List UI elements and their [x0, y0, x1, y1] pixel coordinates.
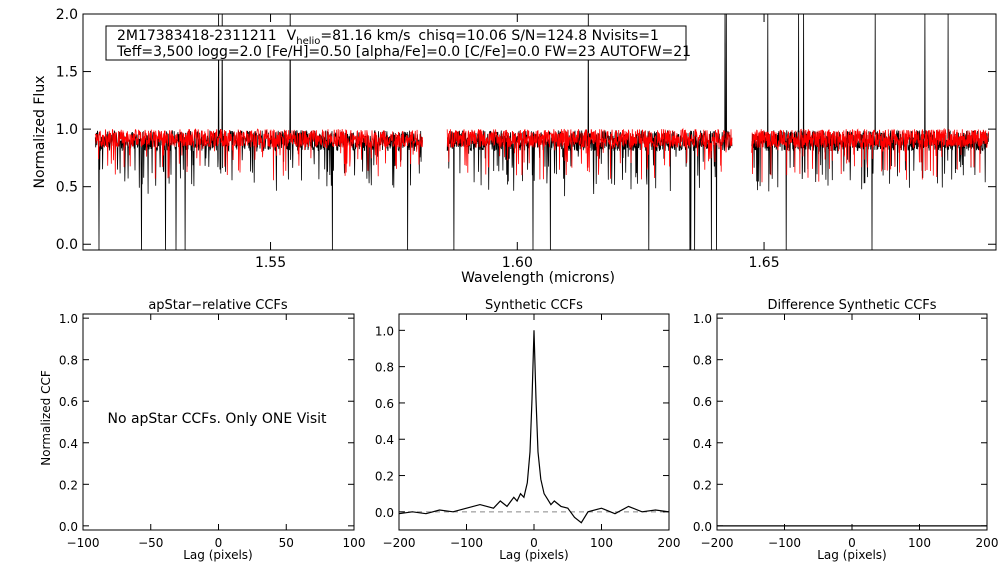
- difference-ccf-xtick-label: 100: [908, 536, 931, 550]
- synthetic-spectrum-line: [751, 127, 989, 183]
- synthetic-ccf-xtick-label: 0: [530, 536, 538, 550]
- synthetic-ccf-xtick-label: −200: [383, 536, 416, 550]
- apstar-ccf-ytick-label: 0.4: [59, 437, 78, 451]
- spectrum-panel: 1.55 1.60 1.65 0.0 0.5 1.0 1.5 2.0 2M17383418-2…: [32, 7, 997, 286]
- apstar-ccf-ytick-label: 0.0: [59, 520, 78, 534]
- apstar-ccf-ticks: −100 −50 0 50 100 0.0 0.2 0.4 0.6 0.8 1.0: [59, 312, 366, 550]
- difference-ccf-ytick-label: 0.0: [693, 520, 712, 534]
- spectrum-xtick-label: 1.60: [502, 255, 533, 271]
- apstar-ccf-xtick-label: 50: [279, 536, 294, 550]
- difference-ccf-ytick-label: 0.6: [693, 395, 712, 409]
- synthetic-ccf-xtick-label: 100: [590, 536, 613, 550]
- difference-ccf-frame: [716, 313, 988, 531]
- spectrum-xtick-label: 1.65: [748, 255, 779, 271]
- apstar-ccf-ytick-label: 0.6: [59, 395, 78, 409]
- difference-ccf-xlabel: Lag (pixels): [817, 548, 887, 562]
- synthetic-ccf-ytick-label: 0.4: [375, 433, 394, 447]
- difference-ccf-title: Difference Synthetic CCFs: [767, 298, 936, 313]
- spectrum-ytick-label: 2.0: [56, 7, 78, 23]
- spectrum-xlabel: Wavelength (microns): [461, 270, 615, 286]
- synthetic-ccf-xtick-label: 200: [658, 536, 681, 550]
- info-box: [105, 25, 687, 61]
- synthetic-ccf-ytick-label: 0.8: [375, 361, 394, 375]
- apstar-ccf-xtick-label: 100: [343, 536, 366, 550]
- difference-ccf-ytick-label: 1.0: [693, 312, 712, 326]
- spectrum-plot-area: [94, 14, 989, 250]
- difference-ccf-ytick-label: 0.2: [693, 478, 712, 492]
- apstar-ccf-ylabel: Normalized CCF: [39, 370, 53, 466]
- difference-ccf-ytick-label: 0.4: [693, 437, 712, 451]
- spectrum-xtick-label: 1.55: [255, 255, 286, 271]
- spectrum-ylabel: Normalized Flux: [32, 76, 48, 189]
- apstar-ccf-panel: −100 −50 0 50 100 0.0 0.2 0.4 0.6 0.8 1.0 apStar−r…: [39, 298, 365, 562]
- apstar-ccf-xtick-label: −50: [138, 536, 163, 550]
- synthetic-ccf-line: [398, 330, 670, 524]
- apstar-ccf-ytick-label: 1.0: [59, 312, 78, 326]
- synthetic-spectrum-line: [446, 127, 733, 180]
- difference-ccf-xtick-label: −100: [768, 536, 801, 550]
- apstar-ccf-ytick-label: 0.8: [59, 354, 78, 368]
- synthetic-ccf-ytick-label: 0.0: [375, 506, 394, 520]
- spectrum-frame: [82, 13, 997, 251]
- synthetic-ccf-plot-area: [398, 330, 670, 524]
- synthetic-ccf-ytick-label: 0.2: [375, 470, 394, 484]
- apstar-ccf-title: apStar−relative CCFs: [148, 298, 288, 313]
- difference-ccf-xtick-label: 200: [976, 536, 999, 550]
- spectrum-ticks: 1.55 1.60 1.65 0.0 0.5 1.0 1.5 2.0: [56, 7, 996, 271]
- apstar-ccf-ytick-label: 0.2: [59, 478, 78, 492]
- apstar-ccf-xtick-label: −100: [67, 536, 100, 550]
- synthetic-ccf-title: Synthetic CCFs: [485, 298, 583, 313]
- difference-ccf-ticks: −200 −100 0 100 200 0.0 0.2 0.4 0.6 0.8 1.0: [693, 312, 999, 550]
- synthetic-ccf-ytick-label: 0.6: [375, 397, 394, 411]
- difference-ccf-panel: −200 −100 0 100 200 0.0 0.2 0.4 0.6 0.8 1.0 Differ…: [693, 298, 999, 562]
- apstar-ccf-xlabel: Lag (pixels): [183, 548, 253, 562]
- spectrum-ytick-label: 1.5: [56, 65, 78, 81]
- apstar-ccf-message: No apStar CCFs. Only ONE Visit: [107, 411, 327, 427]
- synthetic-ccf-panel: −200 −100 0 100 200 0.0 0.2 0.4 0.6 0.8 1.0 Synthe…: [375, 298, 681, 562]
- info-line-1: 2M17383418-2311211 Vhelio=81.16 km/s chisq…: [117, 28, 659, 47]
- spectrum-ytick-label: 0.0: [56, 237, 78, 253]
- spectrum-ytick-label: 1.0: [56, 122, 78, 138]
- synthetic-ccf-xlabel: Lag (pixels): [499, 548, 569, 562]
- synthetic-ccf-ticks: −200 −100 0 100 200 0.0 0.2 0.4 0.6 0.8 1.0: [375, 314, 681, 550]
- synthetic-ccf-ytick-label: 1.0: [375, 324, 394, 338]
- synthetic-spectrum-line: [94, 128, 423, 181]
- synthetic-ccf-xtick-label: −100: [450, 536, 483, 550]
- observed-spectrum-line: [751, 14, 989, 250]
- difference-ccf-xtick-label: −200: [701, 536, 734, 550]
- spectrum-ytick-label: 0.5: [56, 180, 78, 196]
- difference-ccf-ytick-label: 0.8: [693, 354, 712, 368]
- info-line-2: Teff=3,500 logg=2.0 [Fe/H]=0.50 [alpha/F…: [116, 44, 691, 60]
- apstar-ccf-xtick-label: 0: [215, 536, 223, 550]
- difference-ccf-xtick-label: 0: [848, 536, 856, 550]
